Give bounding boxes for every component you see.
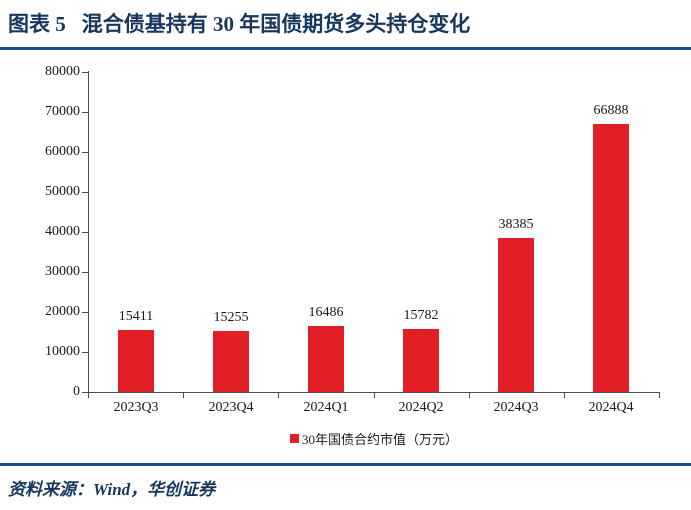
x-category-label: 2024Q2 — [398, 400, 444, 415]
source-note: 资料来源：Wind，华创证券 — [8, 480, 216, 499]
x-category-label: 2024Q1 — [303, 400, 349, 415]
y-tick-mark — [82, 272, 88, 273]
bar — [308, 326, 344, 392]
y-tick-label: 30000 — [45, 264, 80, 279]
y-tick-label: 50000 — [45, 184, 80, 199]
y-tick-mark — [82, 192, 88, 193]
legend-marker-icon — [289, 433, 299, 443]
y-tick-label: 40000 — [45, 224, 80, 239]
bar — [593, 124, 629, 392]
y-tick-label: 0 — [73, 384, 80, 399]
x-tick-mark — [183, 392, 185, 398]
bar — [498, 238, 534, 392]
title-divider — [0, 47, 691, 50]
legend-label: 30年国债合约市值（万元） — [301, 431, 458, 447]
y-tick-mark — [82, 72, 88, 73]
bar-value-label: 15255 — [213, 310, 249, 325]
x-tick-mark — [659, 392, 660, 398]
x-category-label: 2023Q4 — [208, 400, 254, 415]
figure-title-text: 混合债基持有 30 年国债期货多头持仓变化 — [81, 12, 471, 36]
y-tick-label: 70000 — [45, 104, 80, 119]
y-tick-mark — [82, 112, 88, 113]
bar-value-label: 15411 — [118, 309, 154, 324]
x-tick-mark — [563, 392, 565, 398]
x-tick-mark — [278, 392, 280, 398]
bar-value-label: 38385 — [498, 217, 534, 232]
x-category-label: 2024Q4 — [588, 400, 634, 415]
y-tick-mark — [82, 312, 88, 313]
x-tick-mark — [468, 392, 470, 398]
bar — [403, 329, 439, 392]
bar-value-label: 16486 — [308, 305, 344, 320]
bar — [118, 330, 154, 392]
bar — [213, 331, 249, 392]
y-axis-line — [88, 71, 89, 393]
x-category-label: 2023Q3 — [113, 400, 159, 415]
x-tick-mark — [373, 392, 375, 398]
y-tick-label: 10000 — [45, 344, 80, 359]
y-tick-label: 80000 — [45, 64, 80, 79]
bottom-divider — [0, 463, 691, 466]
bar-value-label: 66888 — [593, 103, 629, 118]
bar-value-label: 15782 — [403, 308, 439, 323]
x-tick-mark — [88, 392, 89, 398]
y-tick-label: 20000 — [45, 304, 80, 319]
chart-legend: 30年国债合约市值（万元） — [88, 429, 660, 447]
y-tick-label: 60000 — [45, 144, 80, 159]
y-tick-mark — [82, 152, 88, 153]
figure-title: 图表 5 混合债基持有 30 年国债期货多头持仓变化 — [8, 8, 683, 38]
y-tick-mark — [82, 232, 88, 233]
y-tick-mark — [82, 392, 88, 393]
x-category-label: 2024Q3 — [493, 400, 539, 415]
y-tick-mark — [82, 352, 88, 353]
figure-label: 图表 5 — [8, 12, 66, 36]
